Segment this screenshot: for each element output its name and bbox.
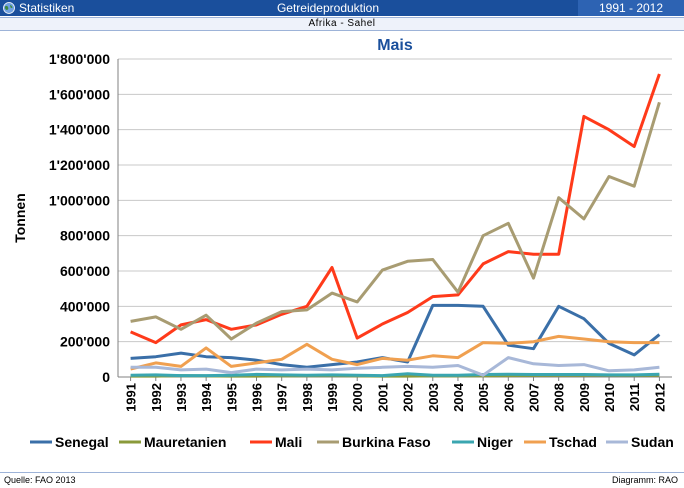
legend-label: Mali xyxy=(275,434,302,450)
chart-title: Mais xyxy=(377,37,413,54)
y-tick-label: 1'600'000 xyxy=(49,86,110,102)
app-label: Statistiken xyxy=(19,1,75,15)
x-tick-label: 2002 xyxy=(401,383,416,412)
legend-label: Niger xyxy=(477,434,513,450)
y-tick-label: 200'000 xyxy=(60,334,110,350)
series-line-niger xyxy=(130,372,660,378)
top-bar: Statistiken Getreideproduktion 1991 - 20… xyxy=(0,0,684,16)
y-tick-label: 800'000 xyxy=(60,228,110,244)
series-line-burkina-faso xyxy=(130,101,661,341)
x-tick-label: 1999 xyxy=(325,383,340,412)
app-label-area: Statistiken xyxy=(0,0,78,16)
x-tick-label: 1997 xyxy=(275,383,290,412)
x-tick-label: 2004 xyxy=(451,382,466,412)
x-tick-label: 2011 xyxy=(627,383,642,411)
y-tick-label: 1'800'000 xyxy=(49,51,110,67)
series-line-tschad xyxy=(130,334,660,371)
legend-label: Sudan xyxy=(631,434,674,450)
x-tick-label: 2001 xyxy=(375,383,390,412)
x-tick-label: 1993 xyxy=(174,383,189,412)
y-tick-label: 0 xyxy=(102,369,110,385)
x-tick-label: 2012 xyxy=(652,383,667,412)
x-tick-label: 1995 xyxy=(224,383,239,412)
y-tick-label: 1'400'000 xyxy=(49,122,110,138)
page-title: Getreideproduktion xyxy=(276,1,380,15)
x-tick-label: 1994 xyxy=(199,382,214,412)
footer: Quelle: FAO 2013 Diagramm: RAO xyxy=(0,472,684,488)
y-tick-label: 1'000'000 xyxy=(49,192,110,208)
line-chart: Mais 0 200'000 400'000 600'000 800'000 1'000'0… xyxy=(12,37,674,450)
legend-label: Tschad xyxy=(549,434,597,450)
x-tick-label: 1998 xyxy=(300,383,315,412)
x-tick-label: 2006 xyxy=(501,383,516,412)
y-axis-label: Tonnen xyxy=(12,193,28,243)
x-tick-label: 1996 xyxy=(250,383,265,412)
x-tick-label: 2007 xyxy=(527,383,542,412)
x-tick-label: 1991 xyxy=(124,383,139,412)
x-tick-label: 2005 xyxy=(476,383,491,412)
x-tick-label: 2008 xyxy=(552,383,567,412)
y-tick-label: 400'000 xyxy=(60,298,110,314)
x-tick-label: 2009 xyxy=(577,383,592,412)
credit-note: Diagramm: RAO xyxy=(611,475,678,485)
series-line-sudan xyxy=(130,356,660,377)
x-tick-label: 2003 xyxy=(426,383,441,412)
series-line-mali xyxy=(130,73,661,345)
x-tick-label: 2010 xyxy=(602,383,617,412)
source-note: Quelle: FAO 2013 xyxy=(4,475,76,485)
legend-label: Burkina Faso xyxy=(342,434,431,450)
globe-icon xyxy=(3,2,15,14)
y-tick-label: 1'200'000 xyxy=(49,157,110,173)
x-tick-label: 1992 xyxy=(149,383,164,412)
legend-label: Mauretanien xyxy=(144,434,226,450)
x-tick-label: 2000 xyxy=(350,383,365,412)
region-subtitle: Afrika - Sahel xyxy=(0,17,684,31)
period-label: 1991 - 2012 xyxy=(578,0,684,16)
legend-label: Senegal xyxy=(55,434,109,450)
y-tick-label: 600'000 xyxy=(60,263,110,279)
